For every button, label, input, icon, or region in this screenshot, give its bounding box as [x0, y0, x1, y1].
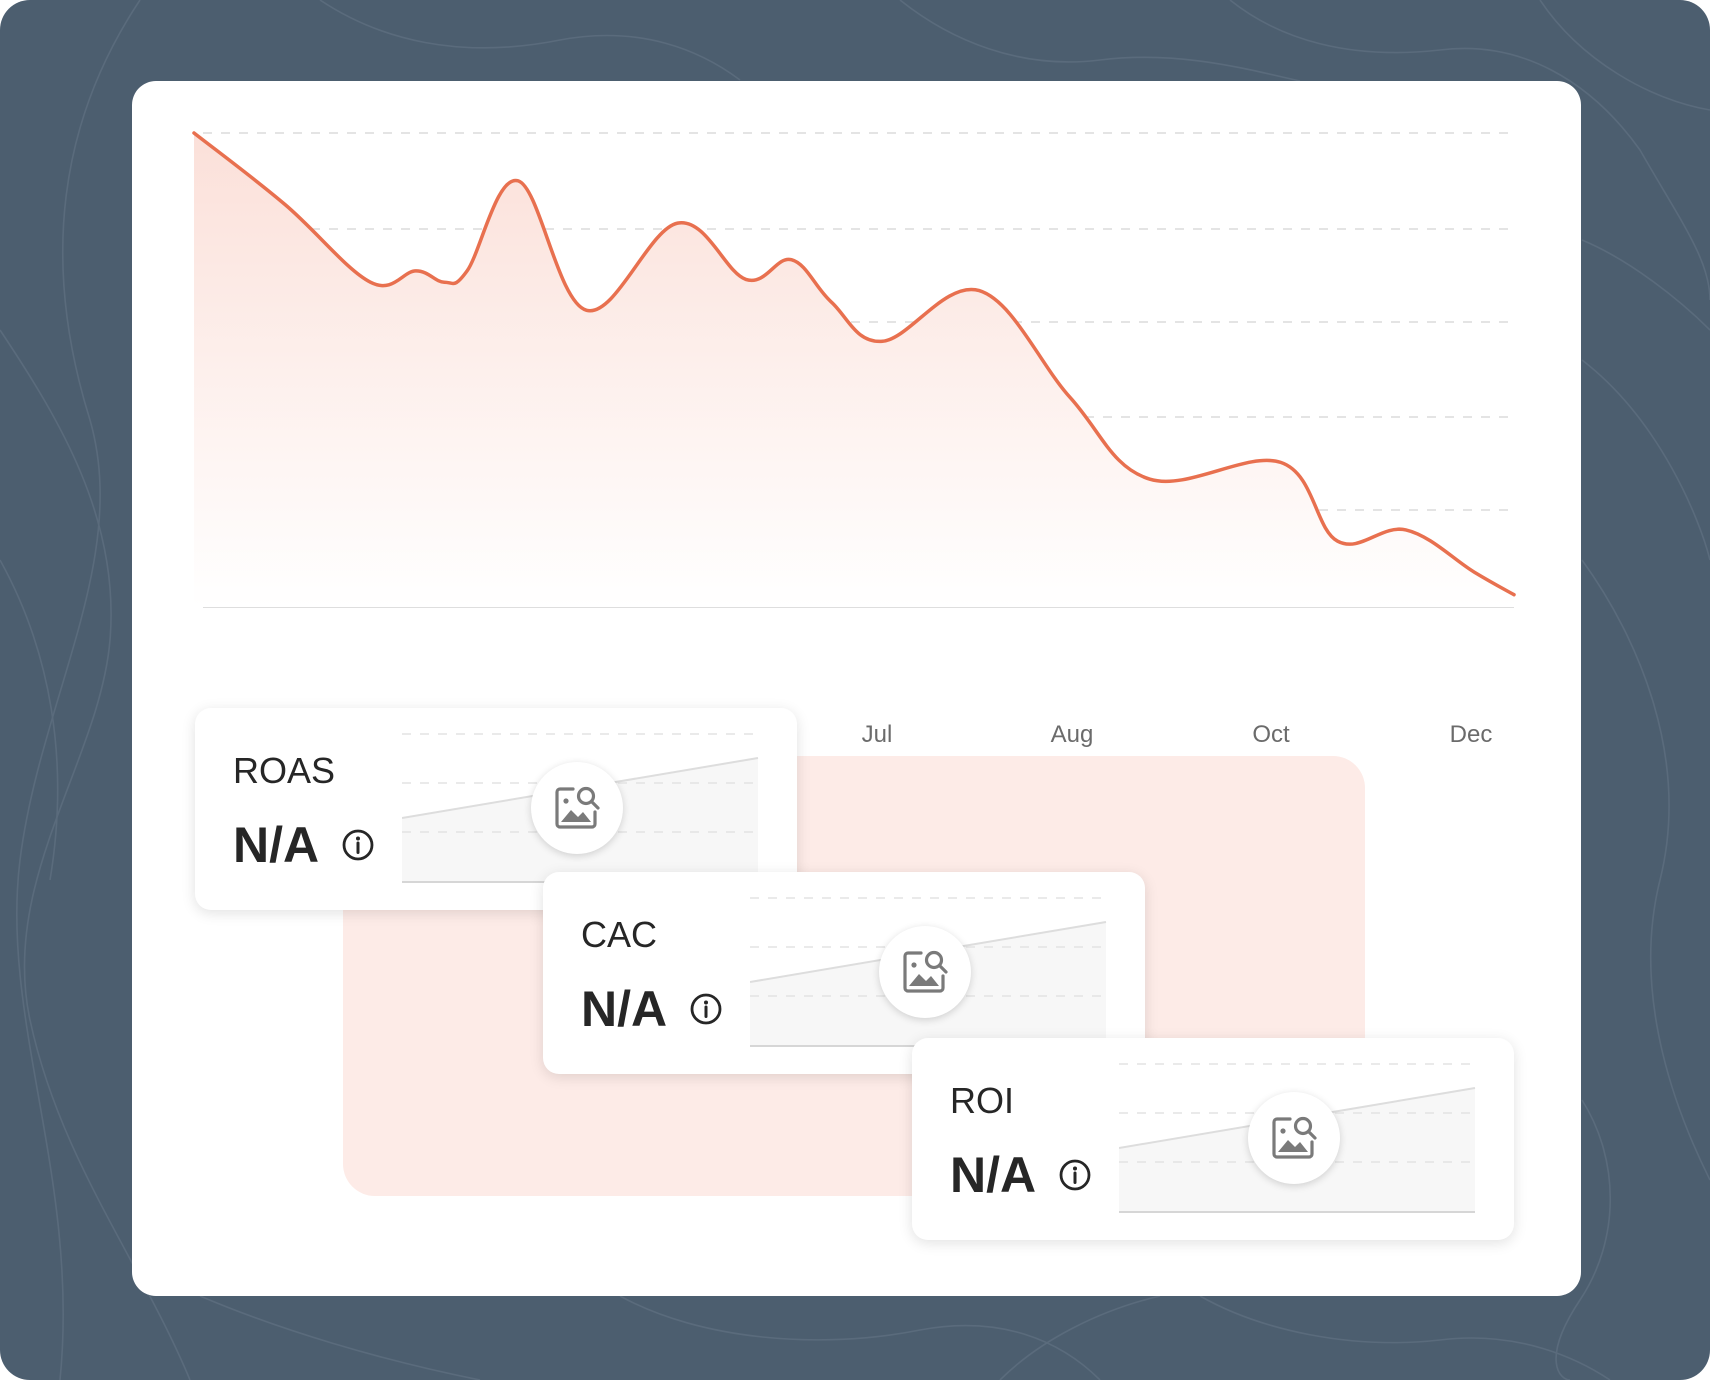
image-search-icon	[879, 926, 971, 1018]
dashboard-card: JanMarMayJulAugOctDec ROAS N/A CAC N/A R…	[132, 81, 1581, 1296]
info-icon[interactable]	[1058, 1158, 1092, 1192]
x-tick-label: Oct	[1252, 721, 1290, 748]
chart-area-fill	[194, 133, 1514, 607]
x-tick-label: Jul	[861, 721, 893, 748]
metric-label: CAC	[581, 914, 658, 955]
metric-value: N/A	[581, 981, 668, 1037]
metric-label: ROAS	[233, 750, 336, 791]
metric-label: ROI	[950, 1080, 1015, 1121]
chart-series-line	[192, 131, 1516, 597]
metric-card-roi[interactable]: ROI N/A	[912, 1038, 1514, 1240]
x-tick-label: Aug	[1050, 721, 1094, 748]
metric-value: N/A	[233, 817, 320, 873]
info-icon[interactable]	[341, 828, 375, 862]
x-tick-label: Dec	[1449, 721, 1493, 748]
metric-value: N/A	[950, 1147, 1037, 1203]
main-chart	[192, 131, 1516, 608]
image-search-icon	[1248, 1092, 1340, 1184]
info-icon[interactable]	[689, 992, 723, 1026]
image-search-icon	[531, 762, 623, 854]
